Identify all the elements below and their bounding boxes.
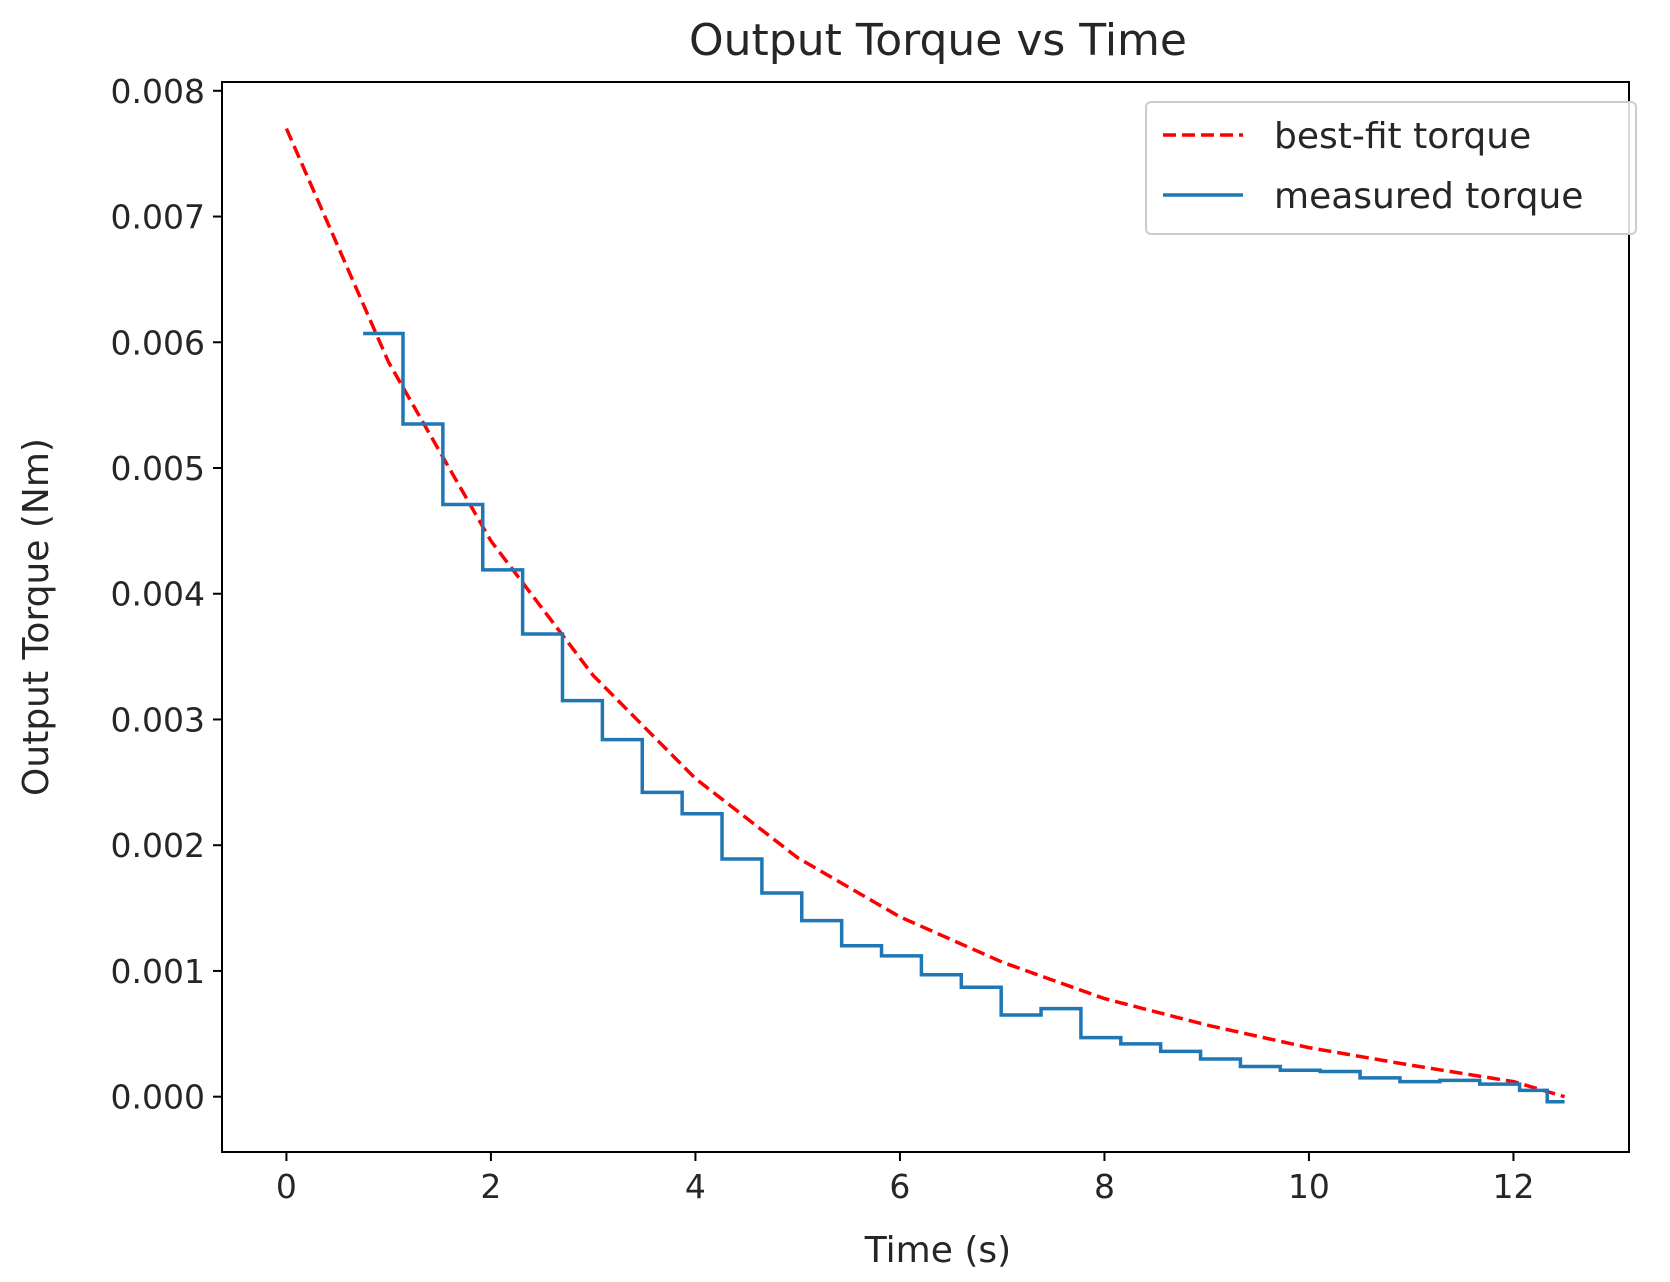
y-axis-label: Output Torque (Nm) [16, 438, 57, 796]
y-tick-label: 0.004 [111, 575, 205, 614]
y-tick-label: 0.005 [111, 449, 205, 488]
legend-box [1145, 101, 1637, 235]
y-tick-label: 0.003 [111, 700, 205, 739]
legend-label-best-fit: best-fit torque [1274, 116, 1531, 157]
chart-title: Output Torque vs Time [689, 15, 1187, 66]
series-best-fit-torque [284, 127, 1566, 1099]
y-tick-label: 0.002 [111, 826, 205, 865]
y-tick-label: 0.007 [111, 198, 205, 237]
x-tick-label: 8 [1094, 1167, 1115, 1206]
legend: best-fit torque measured torque [1145, 101, 1637, 235]
axes-frame [221, 81, 1630, 1153]
y-tick-label: 0.000 [111, 1078, 205, 1117]
x-axis-label: Time (s) [864, 1230, 1011, 1271]
y-tick-label: 0.006 [111, 323, 205, 362]
y-axis: 0.000 0.001 0.002 0.003 0.004 0.005 0.006 0.007… [111, 72, 222, 1117]
x-tick-label: 10 [1288, 1167, 1330, 1206]
y-tick-label: 0.001 [111, 952, 205, 991]
series-measured-torque [363, 331, 1565, 1104]
legend-label-measured: measured torque [1274, 176, 1583, 217]
x-axis: 0 2 4 6 8 10 12 [276, 1152, 1534, 1206]
x-tick-label: 12 [1492, 1167, 1534, 1206]
plot-area [284, 127, 1566, 1104]
y-tick-label: 0.008 [111, 72, 205, 111]
x-tick-label: 2 [480, 1167, 501, 1206]
x-tick-label: 6 [889, 1167, 910, 1206]
x-tick-label: 4 [685, 1167, 706, 1206]
x-tick-label: 0 [276, 1167, 297, 1206]
